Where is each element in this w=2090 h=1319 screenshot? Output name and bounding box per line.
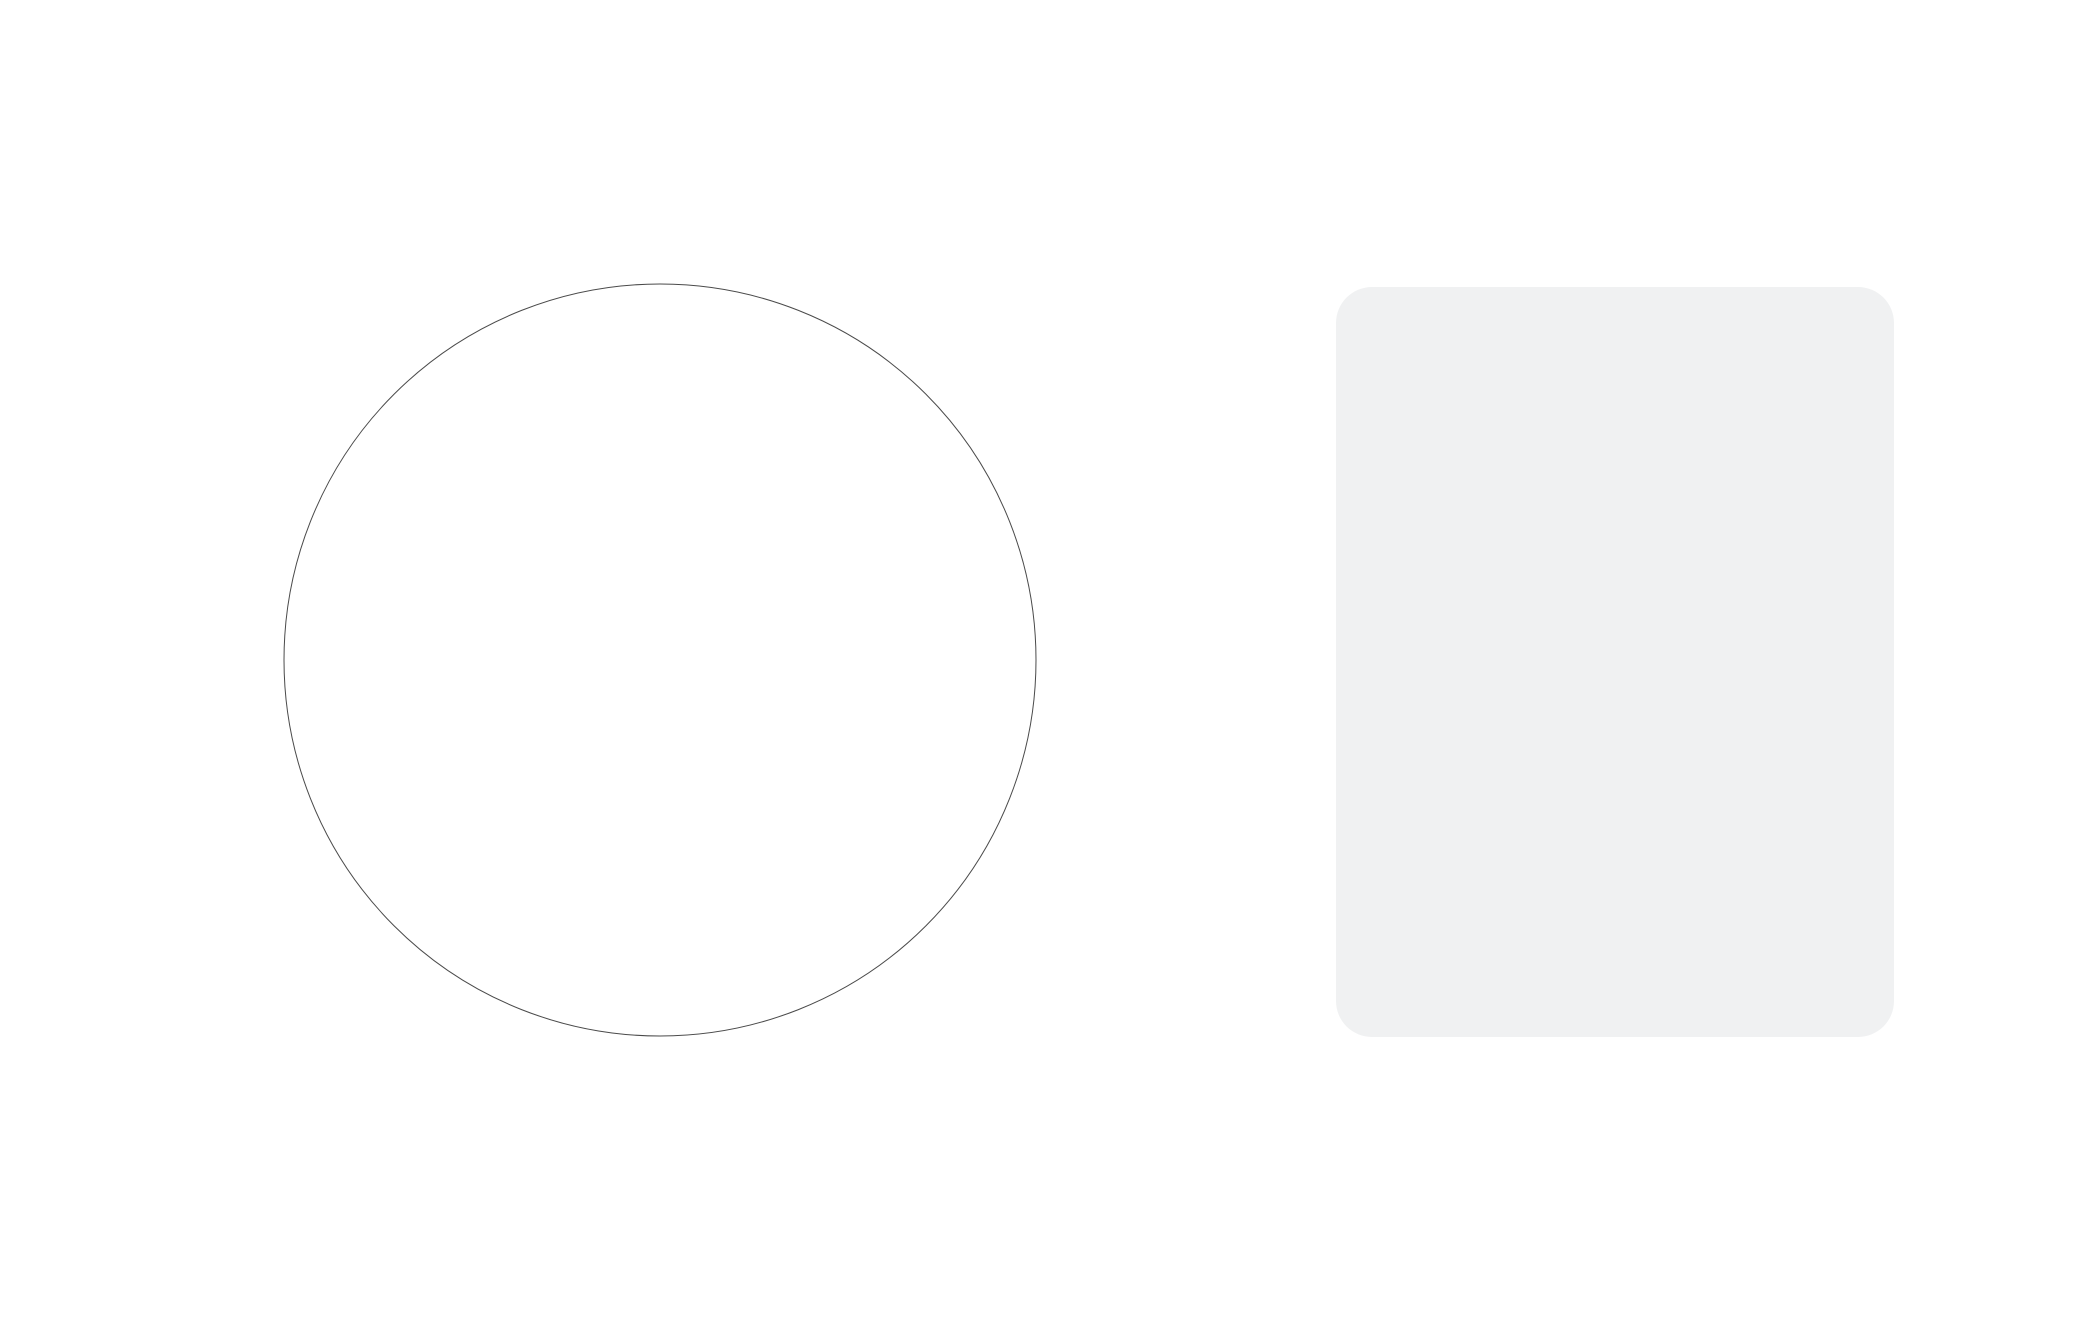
inner-circle — [283, 283, 1037, 1037]
legend-swatch-complement — [1414, 778, 1516, 785]
legend-panel — [1336, 287, 1894, 1037]
legend-item-split-analogous — [1336, 1012, 1894, 1072]
legend-item-tetrad-square — [1336, 1190, 1894, 1250]
legend-swatch-split-analogous — [1414, 1039, 1516, 1046]
legend-swatch-tetrad-square — [1414, 1217, 1516, 1224]
legend-item-analogous — [1336, 1099, 1894, 1159]
legend-item-complement — [1336, 751, 1894, 811]
legend-item-triad — [1336, 925, 1894, 985]
legend-item-split-complement — [1336, 838, 1894, 898]
color-wheel — [283, 283, 1037, 1037]
legend-swatch-analogous — [1414, 1126, 1516, 1133]
legend-swatch-split-complement — [1414, 865, 1516, 872]
legend-swatch-triad — [1414, 952, 1516, 959]
